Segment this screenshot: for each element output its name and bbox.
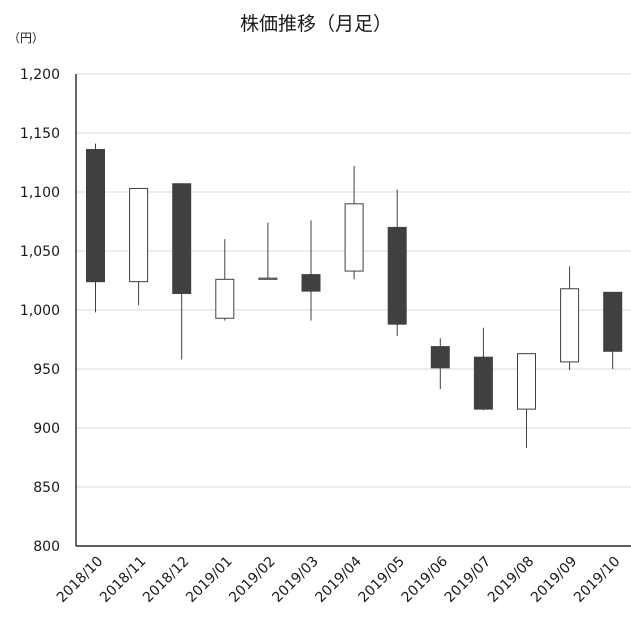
candle-body-up <box>129 187 149 283</box>
candle-2018-12 <box>172 183 192 360</box>
x-tick-label: 2019/07 <box>442 554 494 606</box>
x-tick-label: 2019/03 <box>269 554 321 606</box>
y-tick-label: 1,100 <box>20 185 60 201</box>
y-tick-label: 800 <box>33 539 60 555</box>
chart-title: 株価推移（月足） <box>240 13 392 35</box>
candle-2019-10 <box>603 291 623 369</box>
candle-body-up <box>560 288 580 363</box>
candle-2019-03 <box>301 220 321 321</box>
candle-body-up <box>344 203 364 272</box>
x-tick-label: 2019/05 <box>356 554 408 606</box>
axes <box>75 74 631 547</box>
x-tick-label: 2019/08 <box>485 554 537 606</box>
x-tick-label: 2019/06 <box>399 553 452 606</box>
x-tick-labels: 2018/102018/112018/122019/012019/022019/… <box>54 553 624 606</box>
unit-label: （円） <box>8 31 44 45</box>
candle-2018-10 <box>86 143 105 313</box>
candle-body-down <box>301 274 321 292</box>
y-tick-label: 1,000 <box>20 303 60 319</box>
candles <box>86 143 623 449</box>
candle-2019-05 <box>387 189 407 336</box>
candle-body-down <box>387 226 407 325</box>
x-tick-label: 2018/10 <box>54 554 106 606</box>
y-tick-label: 850 <box>33 480 60 496</box>
candle-2018-11 <box>129 187 149 306</box>
grid-lines <box>76 73 631 488</box>
candle-body-down <box>430 346 450 369</box>
candle-2019-06 <box>430 338 450 390</box>
y-tick-label: 900 <box>33 421 60 437</box>
candle-2019-09 <box>560 266 580 371</box>
candle-body-down <box>603 291 623 352</box>
x-tick-label: 2019/04 <box>312 553 365 606</box>
candle-body-up <box>517 353 536 410</box>
x-tick-label: 2019/01 <box>183 554 235 606</box>
candle-body-up <box>258 277 278 280</box>
candle-body-up <box>215 278 235 319</box>
y-tick-label: 950 <box>33 362 60 378</box>
x-tick-label: 2019/09 <box>528 554 580 606</box>
candle-2019-07 <box>473 327 493 411</box>
x-tick-label: 2018/12 <box>140 554 192 606</box>
y-tick-label: 1,150 <box>20 126 60 142</box>
y-tick-label: 1,200 <box>20 67 60 83</box>
candle-body-down <box>172 183 192 294</box>
candle-body-down <box>473 356 493 410</box>
candle-body-down <box>86 149 105 283</box>
candle-2019-01 <box>215 239 235 321</box>
y-tick-labels: 800 850 900 950 1,000 1,050 1,100 1,150 1,200 <box>20 67 60 555</box>
y-tick-label: 1,050 <box>20 244 60 260</box>
candle-2019-08 <box>517 353 536 449</box>
candle-2019-04 <box>344 166 364 280</box>
candle-2019-02 <box>258 222 278 280</box>
x-tick-label: 2019/10 <box>571 554 623 606</box>
x-tick-label: 2019/02 <box>226 554 278 606</box>
x-tick-label: 2018/11 <box>97 554 149 606</box>
